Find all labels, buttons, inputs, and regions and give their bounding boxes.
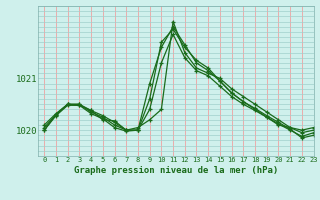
X-axis label: Graphe pression niveau de la mer (hPa): Graphe pression niveau de la mer (hPa)	[74, 166, 278, 175]
